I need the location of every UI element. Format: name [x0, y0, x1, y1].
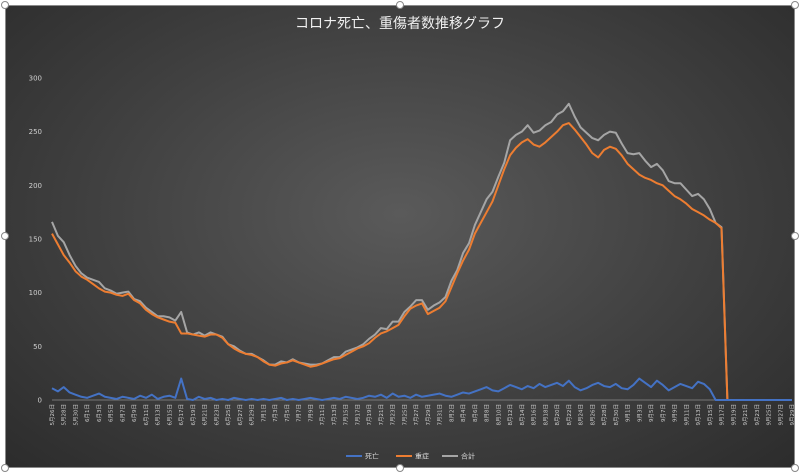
x-tick-label: 9月9日 [672, 404, 679, 422]
x-tick-label: 9月29日 [789, 404, 794, 426]
x-tick-label: 6月9日 [131, 404, 138, 422]
x-tick-label: 7月15日 [343, 404, 350, 426]
x-tick-label: 9月11日 [683, 404, 690, 426]
x-tick-label: 7月29日 [425, 404, 432, 426]
x-tick-label: 9月17日 [719, 404, 726, 426]
resize-handle-left[interactable] [1, 232, 9, 240]
x-tick-label: 9月15日 [707, 404, 714, 426]
x-tick-label: 7月11日 [319, 404, 326, 426]
x-tick-label: 9月7日 [660, 404, 667, 422]
x-tick-label: 6月21日 [202, 404, 209, 426]
x-tick-label: 6月1日 [84, 404, 91, 422]
x-tick-label: 9月3日 [636, 404, 643, 422]
series-line-0[interactable] [51, 377, 792, 401]
chart-title: コロナ死亡、重傷者数推移グラフ [295, 16, 505, 32]
x-tick-label: 6月13日 [155, 404, 162, 426]
series-layer [51, 102, 792, 401]
chart-area: コロナ死亡、重傷者数推移グラフ 0 50 100 150 200 250 300 5月26日… [6, 6, 794, 467]
y-tick-label: 250 [29, 128, 42, 136]
y-tick-label: 0 [38, 397, 42, 405]
x-tick-label: 7月5日 [284, 404, 291, 422]
x-tick-label: 6月29日 [249, 404, 256, 426]
x-tick-label: 7月23日 [390, 404, 397, 426]
resize-handle-top-left[interactable] [1, 1, 9, 9]
legend-label-0: 死亡 [365, 452, 379, 461]
x-tick-label: 8月22日 [566, 404, 573, 426]
x-tick-label: 6月5日 [108, 404, 115, 422]
x-tick-label: 7月25日 [401, 404, 408, 426]
x-tick-label: 9月25日 [766, 404, 773, 426]
y-tick-label: 300 [29, 75, 42, 83]
legend-label-2: 合計 [461, 452, 475, 461]
x-tick-label: 6月15日 [166, 404, 173, 426]
legend: 死亡 重症 合計 [346, 452, 475, 461]
x-tick-label: 5月28日 [61, 404, 68, 426]
x-tick-label: 7月7日 [296, 404, 303, 422]
x-tick-label: 8月20日 [554, 404, 561, 426]
x-tick-label: 5月30日 [72, 404, 79, 426]
x-tick-label: 8月8日 [484, 404, 491, 422]
x-tick-label: 8月30日 [613, 404, 620, 426]
resize-handle-bottom-left[interactable] [1, 464, 9, 472]
x-tick-label: 8月4日 [460, 404, 467, 422]
x-tick-label: 6月11日 [143, 404, 150, 426]
resize-handle-bottom[interactable] [396, 464, 404, 472]
x-tick-label: 9月19日 [730, 404, 737, 426]
x-tick-label: 7月1日 [260, 404, 267, 422]
x-tick-label: 6月3日 [96, 404, 103, 422]
x-tick-label: 7月13日 [331, 404, 338, 426]
x-tick-label: 9月21日 [742, 404, 749, 426]
resize-handle-top-right[interactable] [791, 1, 799, 9]
x-tick-label: 8月26日 [589, 404, 596, 426]
chart-frame[interactable]: コロナ死亡、重傷者数推移グラフ 0 50 100 150 200 250 300 5月26日… [5, 5, 795, 468]
x-tick-label: 8月6日 [472, 404, 479, 422]
y-tick-label: 150 [29, 236, 42, 244]
x-tick-label: 8月24日 [578, 404, 585, 426]
y-tick-label: 50 [33, 343, 42, 351]
x-tick-label: 6月27日 [237, 404, 244, 426]
x-tick-label: 8月2日 [448, 404, 455, 422]
x-tick-label: 7月21日 [378, 404, 385, 426]
series-line-1[interactable] [51, 122, 792, 401]
x-tick-label: 8月16日 [531, 404, 538, 426]
y-tick-label: 200 [29, 182, 42, 190]
x-tick-label: 9月13日 [695, 404, 702, 426]
legend-label-1: 重症 [415, 452, 429, 461]
x-tick-label: 8月12日 [507, 404, 514, 426]
resize-handle-right[interactable] [791, 232, 799, 240]
x-tick-label: 8月14日 [519, 404, 526, 426]
y-tick-label: 100 [29, 289, 42, 297]
x-tick-label: 9月5日 [648, 404, 655, 422]
x-tick-label: 9月23日 [754, 404, 761, 426]
x-tick-label: 9月1日 [625, 404, 632, 422]
x-tick-label: 7月31日 [437, 404, 444, 426]
resize-handle-top[interactable] [396, 1, 404, 9]
x-tick-label: 5月26日 [49, 404, 56, 426]
x-tick-label: 6月25日 [225, 404, 232, 426]
x-tick-label: 7月9日 [307, 404, 314, 422]
x-tick-label: 7月19日 [366, 404, 373, 426]
x-tick-label: 8月28日 [601, 404, 608, 426]
x-tick-label: 8月10日 [495, 404, 502, 426]
y-axis: 0 50 100 150 200 250 300 [29, 75, 42, 405]
x-tick-label: 8月18日 [542, 404, 549, 426]
line-chart: コロナ死亡、重傷者数推移グラフ 0 50 100 150 200 250 300 5月26日… [29, 16, 794, 461]
x-tick-label: 9月27日 [777, 404, 784, 426]
x-tick-label: 6月17日 [178, 404, 185, 426]
resize-handle-bottom-right[interactable] [791, 464, 799, 472]
x-tick-label: 6月19日 [190, 404, 197, 426]
x-tick-label: 7月17日 [354, 404, 361, 426]
x-tick-label: 6月7日 [119, 404, 126, 422]
x-tick-label: 7月27日 [413, 404, 420, 426]
series-line-2[interactable] [51, 102, 792, 401]
x-axis: 5月26日 5月28日 5月30日 6月1日 6月3日 6月5日 6月7日 6月9日 6月11日… [49, 399, 794, 426]
x-tick-label: 7月3日 [272, 404, 279, 422]
x-tick-label: 6月23日 [213, 404, 220, 426]
